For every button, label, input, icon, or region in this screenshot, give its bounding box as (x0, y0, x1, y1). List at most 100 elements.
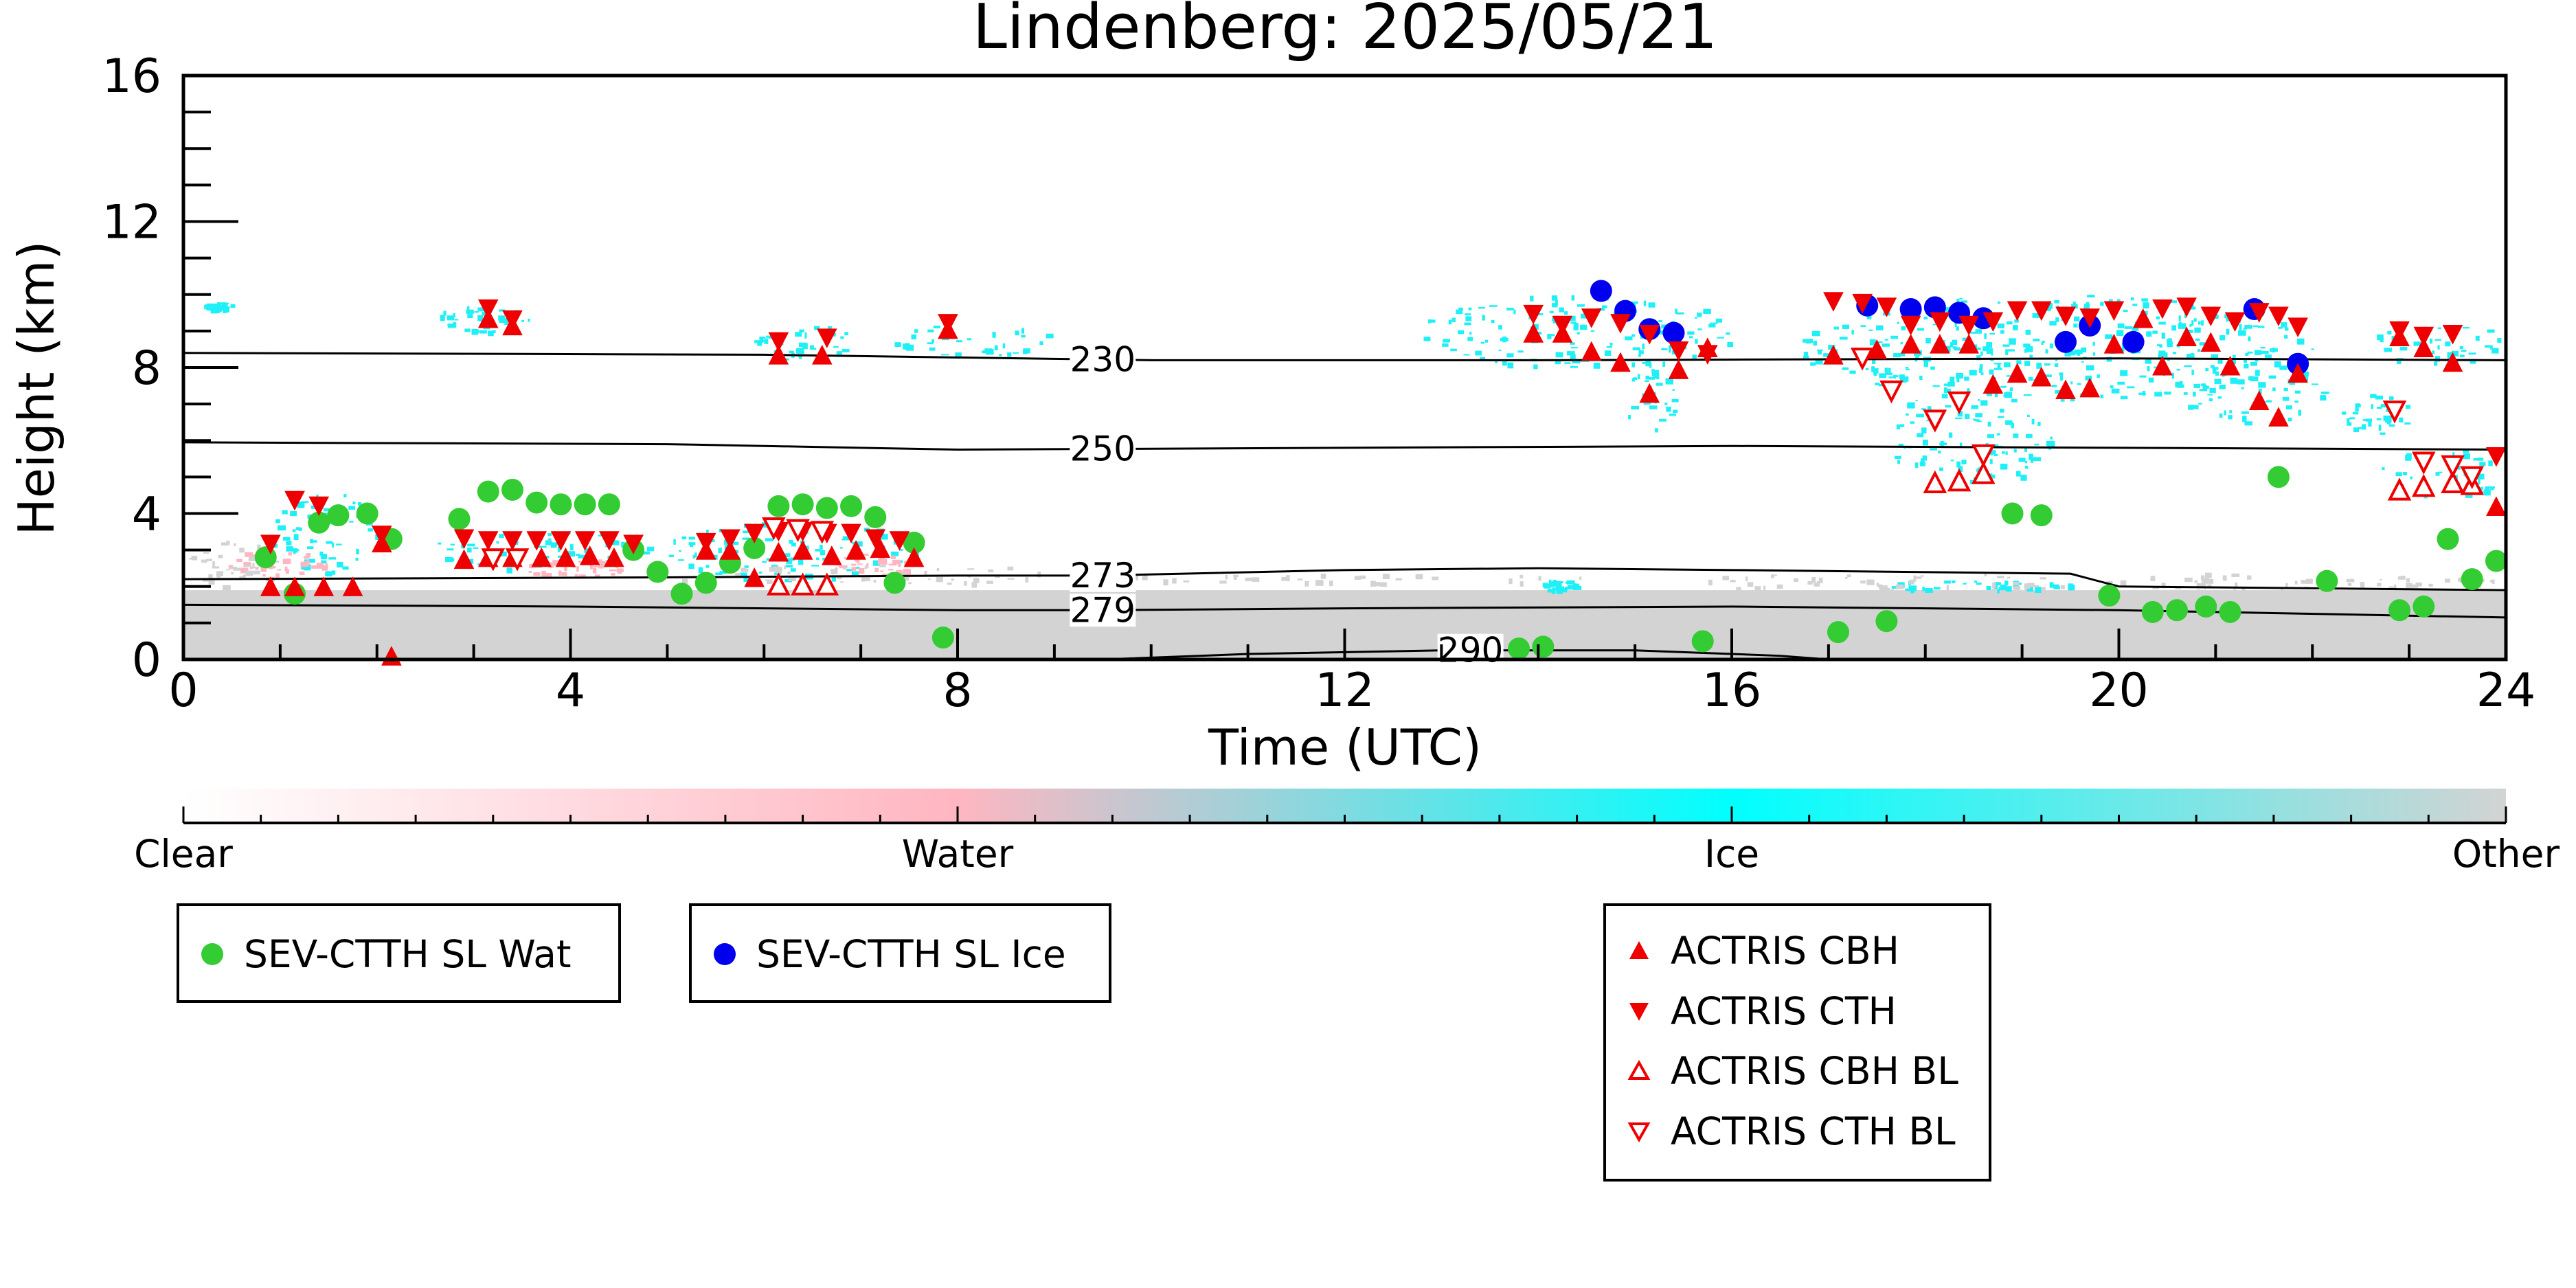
marker-s5-9 (1971, 444, 1996, 468)
marker-s5-11 (2411, 451, 2436, 475)
colorbar-label-water: Water (902, 832, 1014, 876)
marker-s2-17 (792, 540, 813, 560)
cloud-region-ice-11 (2342, 394, 2411, 435)
marker-s2-42 (2055, 379, 2076, 400)
marker-s1-0 (1590, 280, 1612, 302)
marker-s2-49 (2219, 355, 2241, 376)
marker-s3-23 (768, 332, 789, 352)
marker-s2-54 (2413, 337, 2434, 357)
marker-s2-52 (2287, 363, 2308, 383)
marker-s3-42 (2055, 306, 2076, 327)
series-3 (260, 292, 2507, 555)
marker-s5-12 (2441, 455, 2465, 479)
marker-s0-40 (2316, 569, 2338, 592)
marker-s0-3 (327, 504, 350, 527)
marker-s3-1 (284, 490, 305, 511)
x-tick-label-0: 0 (168, 664, 198, 718)
marker-s3-21 (477, 299, 499, 319)
marker-s3-29 (1610, 314, 1631, 334)
marker-s3-40 (2007, 301, 2028, 321)
marker-s3-32 (1697, 345, 1718, 365)
cloud-region-ice-7 (1894, 388, 2055, 484)
marker-s0-18 (743, 536, 766, 559)
y-tick-label-4: 4 (132, 488, 161, 542)
contour-label-279: 279 (1070, 590, 1136, 630)
marker-s0-0 (254, 546, 277, 569)
marker-s0-25 (903, 532, 925, 554)
marker-s0-27 (1508, 637, 1530, 660)
marker-s3-24 (816, 328, 837, 348)
marker-s2-51 (2268, 407, 2289, 427)
marker-s4-6 (2387, 477, 2412, 501)
legend-label-actris-cth-bl: ACTRIS CTH BL (1671, 1109, 1956, 1153)
green-circle-icon (201, 943, 223, 965)
cloud-region-ice-4 (1423, 295, 1733, 370)
y-tick-label-8: 8 (132, 341, 161, 396)
marker-s5-1 (505, 548, 530, 572)
marker-s2-24 (768, 344, 789, 365)
marker-s3-43 (2079, 308, 2101, 328)
y-axis-label: Height (km) (8, 241, 65, 536)
cloud-region-ice-8 (2178, 354, 2329, 426)
marker-s2-12 (604, 547, 624, 567)
marker-s3-7 (526, 531, 547, 551)
marker-s1-5 (1899, 298, 1922, 320)
marker-s4-1 (791, 572, 815, 596)
marker-s5-3 (786, 519, 810, 543)
marker-s3-45 (2152, 299, 2173, 319)
marker-s4-3 (1923, 470, 1947, 493)
marker-s0-21 (815, 497, 838, 519)
marker-s2-40 (2007, 363, 2028, 383)
marker-s0-8 (501, 478, 523, 501)
marker-s3-0 (260, 534, 281, 555)
marker-s1-3 (1662, 321, 1685, 344)
axis-ticks: 0 4 8 12 16 20 24 0 4 8 12 16 (102, 49, 2535, 718)
y-tick-label-0: 0 (132, 633, 161, 688)
marker-s5-13 (2460, 466, 2484, 490)
marker-s3-9 (574, 531, 596, 551)
phase-colorbar: Clear Water Ice Other (134, 789, 2560, 876)
marker-s0-15 (670, 583, 693, 605)
marker-s3-46 (2176, 297, 2197, 317)
marker-s2-3 (342, 576, 363, 596)
contour-line-230 (183, 352, 2507, 361)
marker-s0-9 (526, 491, 548, 514)
marker-s5-7 (1923, 409, 1947, 433)
contour-label-230: 230 (1070, 339, 1136, 379)
legend-item-sev-wat: SEV-CTTH SL Wat (199, 927, 572, 982)
marker-s3-2 (308, 496, 330, 517)
colorbar-label-other: Other (2452, 832, 2560, 876)
marker-s0-29 (1691, 630, 1714, 653)
x-tick-label-24: 24 (2476, 664, 2536, 718)
marker-s2-6 (453, 549, 475, 569)
marker-s3-27 (1552, 315, 1573, 336)
legend-sev-wat: SEV-CTTH SL Wat (177, 903, 621, 1003)
marker-s2-1 (284, 576, 305, 596)
series-0 (254, 466, 2507, 660)
marker-s3-12 (695, 532, 716, 553)
observation-markers (254, 280, 2507, 666)
marker-s2-41 (2031, 366, 2052, 387)
legend-label-sev-wat: SEV-CTTH SL Wat (244, 932, 572, 976)
marker-s2-43 (2079, 377, 2101, 398)
marker-s0-41 (2388, 599, 2411, 622)
marker-s0-24 (883, 572, 906, 594)
colorbar-label-clear: Clear (134, 832, 233, 876)
marker-s5-2 (762, 517, 786, 541)
marker-s3-19 (865, 529, 886, 550)
marker-s5-10 (2382, 400, 2407, 424)
marker-s2-37 (1930, 334, 1950, 354)
marker-s2-38 (1958, 334, 1979, 354)
cloud-region-ice-3 (894, 326, 1054, 357)
cloud-region-ice-0 (204, 302, 236, 314)
marker-s2-25 (811, 344, 833, 365)
marker-s4-4 (1947, 468, 1971, 492)
marker-s3-36 (1900, 315, 1921, 336)
legend-label-sev-ice: SEV-CTTH SL Ice (756, 932, 1066, 976)
marker-s5-8 (1947, 391, 1971, 415)
contour-label-273: 273 (1070, 556, 1136, 596)
marker-s0-39 (2267, 466, 2290, 488)
marker-s0-31 (1875, 610, 1898, 633)
marker-s0-11 (574, 493, 596, 516)
